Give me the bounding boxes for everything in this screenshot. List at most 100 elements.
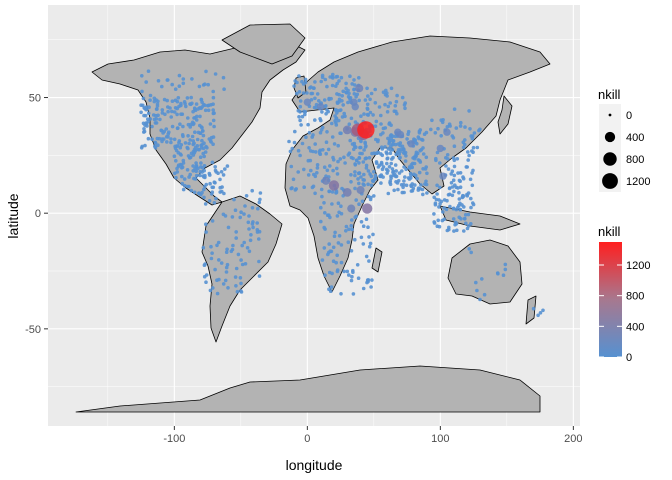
event-point [322, 225, 327, 230]
event-point-large [328, 180, 340, 191]
x-tick-label: 0 [304, 433, 310, 445]
event-point [322, 98, 327, 102]
event-point [172, 137, 177, 142]
event-point [231, 243, 235, 248]
event-point [298, 104, 303, 109]
event-point [323, 273, 327, 278]
event-point [335, 172, 340, 176]
event-point [203, 108, 208, 113]
event-point [193, 130, 197, 134]
land-south-america [201, 195, 283, 343]
event-point [201, 245, 206, 250]
event-point [450, 134, 455, 138]
event-point [457, 178, 462, 183]
event-point [339, 260, 344, 265]
event-point [349, 180, 353, 184]
event-point [438, 185, 442, 190]
event-point [217, 258, 221, 262]
event-point [337, 234, 342, 238]
event-point [360, 151, 364, 156]
event-point [424, 179, 428, 184]
event-point [209, 192, 214, 196]
event-point [467, 109, 471, 113]
event-point [394, 109, 398, 114]
event-point [173, 171, 177, 176]
event-point [312, 172, 316, 177]
event-point [172, 110, 177, 114]
event-point [218, 177, 222, 182]
event-point [463, 125, 467, 129]
event-point [196, 166, 200, 171]
event-point [150, 124, 154, 129]
land-indonesia [439, 205, 521, 231]
event-point [139, 110, 143, 115]
event-point [225, 247, 229, 252]
event-point [153, 144, 157, 149]
event-point [196, 107, 200, 111]
event-point [242, 212, 246, 216]
event-point [386, 191, 391, 196]
event-point [331, 259, 336, 264]
event-point [178, 152, 183, 156]
event-point [369, 174, 374, 179]
event-point [335, 111, 339, 115]
event-point [218, 185, 222, 190]
event-point [469, 196, 473, 201]
event-point [393, 163, 398, 167]
event-point [325, 213, 330, 217]
event-point [197, 84, 202, 89]
event-point [240, 262, 245, 267]
land-greenland [221, 23, 306, 65]
event-point [333, 230, 337, 235]
event-point [424, 130, 429, 135]
event-point [293, 129, 297, 134]
event-point [331, 168, 335, 173]
event-point-large [321, 176, 331, 185]
event-point-large [407, 140, 415, 148]
event-point [199, 161, 203, 165]
event-point [438, 161, 442, 165]
event-point [365, 112, 370, 117]
event-point [208, 181, 212, 186]
event-point [323, 211, 327, 215]
event-point [142, 113, 146, 118]
event-point [421, 167, 425, 171]
event-point [315, 163, 320, 167]
event-point-large [439, 172, 447, 180]
event-point [245, 246, 250, 250]
event-point [148, 93, 153, 98]
event-point [366, 94, 370, 98]
event-point [385, 110, 390, 114]
event-point [221, 212, 226, 217]
event-point [326, 109, 331, 114]
event-point [394, 99, 399, 104]
event-point [319, 205, 323, 210]
event-point [368, 241, 373, 246]
event-point [541, 308, 545, 313]
event-point [298, 153, 302, 158]
event-point [204, 230, 208, 234]
event-point [326, 147, 331, 152]
event-point [349, 173, 353, 177]
event-point [365, 280, 369, 285]
event-point [197, 147, 201, 152]
event-point [308, 86, 312, 90]
land-japan [497, 95, 513, 135]
event-point [290, 186, 294, 190]
event-point [194, 161, 198, 165]
event-point [393, 104, 398, 108]
event-point [456, 171, 460, 175]
event-point [477, 128, 481, 133]
event-point [232, 197, 236, 202]
event-point [503, 267, 508, 272]
event-point [351, 292, 356, 296]
event-point [364, 166, 369, 170]
event-point [347, 273, 351, 277]
event-point [216, 171, 220, 175]
event-point [368, 110, 373, 115]
event-point [356, 177, 360, 181]
event-point [233, 275, 238, 279]
event-point [210, 160, 215, 165]
event-point [348, 138, 353, 143]
event-point [335, 92, 339, 96]
